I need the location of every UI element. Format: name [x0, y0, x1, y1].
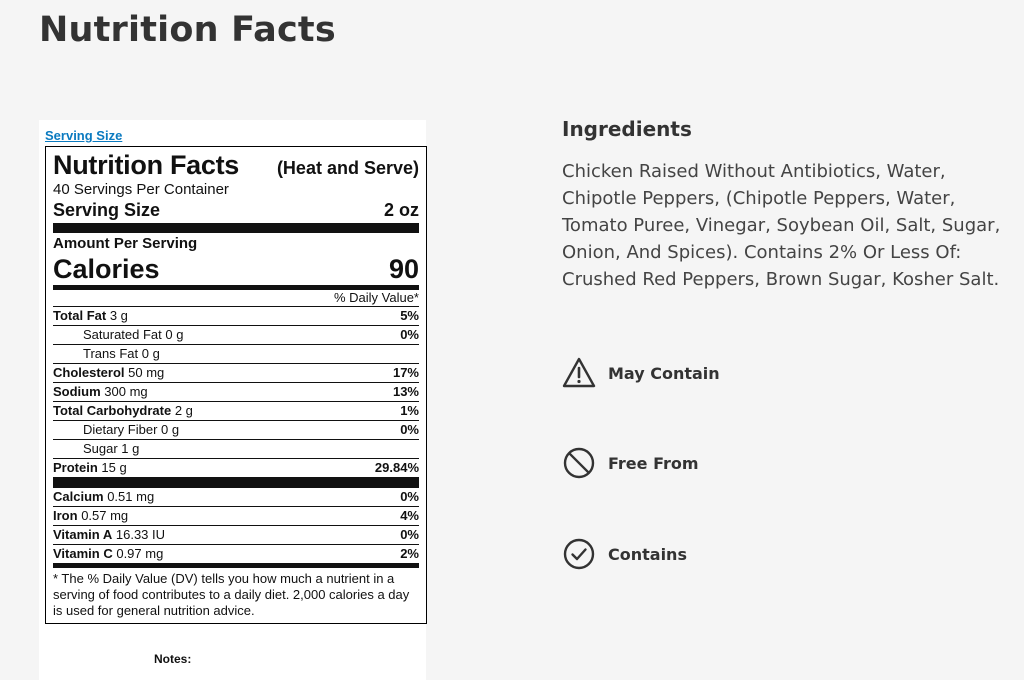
- nutrient-row-total-fat: Total Fat 3 g 5%: [53, 307, 419, 326]
- allergen-label: Contains: [608, 544, 687, 564]
- nutrient-name: Sugar 1 g: [83, 441, 140, 456]
- servings-per-container: 40 Servings Per Container: [53, 181, 229, 198]
- nutrient-amount: 15 g: [101, 460, 127, 475]
- daily-value-header: % Daily Value*: [53, 290, 419, 307]
- serving-size-link[interactable]: Serving Size: [45, 128, 123, 143]
- nutrient-amount: 0.97 mg: [116, 546, 164, 561]
- nutrient-row-vitamin-a: Vitamin A 16.33 IU 0%: [53, 526, 419, 545]
- nutrient-row-dietary-fiber: Dietary Fiber 0 g 0%: [53, 421, 419, 440]
- ingredients-title: Ingredients: [562, 117, 692, 141]
- nutrient-percent: 5%: [400, 308, 419, 323]
- nutrient-percent: 13%: [392, 384, 419, 399]
- check-circle-icon: [563, 538, 595, 570]
- nutrient-amount: 2 g: [174, 403, 193, 418]
- nutrient-percent: 2%: [400, 546, 419, 561]
- allergen-contains: Contains: [562, 537, 687, 571]
- nutrient-percent: 0%: [400, 527, 419, 542]
- nutrition-header: Nutrition Facts (Heat and Serve): [53, 149, 419, 181]
- amount-per-serving: Amount Per Serving: [53, 235, 198, 252]
- calories-value: 90: [388, 254, 419, 284]
- nutrient-percent: 0%: [400, 422, 419, 437]
- nutrient-name: Dietary Fiber 0 g: [83, 422, 180, 437]
- nutrient-row-sodium: Sodium 300 mg 13%: [53, 383, 419, 402]
- nutrient-row-sugar: Sugar 1 g: [53, 440, 419, 459]
- nutrient-amount: 300 mg: [104, 384, 148, 399]
- allergen-label: May Contain: [608, 363, 720, 383]
- nutrition-title: Nutrition Facts: [53, 150, 240, 180]
- serving-size-label: Serving Size: [53, 200, 161, 220]
- nutrient-percent: 0%: [400, 327, 419, 342]
- nutrient-name: Vitamin C: [53, 546, 113, 561]
- allergen-label: Free From: [608, 453, 699, 473]
- nutrient-percent: 1%: [400, 403, 419, 418]
- nutrient-row-protein: Protein 15 g 29.84%: [53, 459, 419, 488]
- prohibited-icon: [563, 447, 595, 479]
- nutrient-name: Vitamin A: [53, 527, 113, 542]
- serving-size-value: 2 oz: [383, 200, 419, 220]
- nutrient-percent: 17%: [392, 365, 419, 380]
- nutrient-row-saturated-fat: Saturated Fat 0 g 0%: [53, 326, 419, 345]
- nutrition-facts-panel: Nutrition Facts (Heat and Serve) 40 Serv…: [45, 146, 427, 624]
- nutrient-row-total-carbohydrate: Total Carbohydrate 2 g 1%: [53, 402, 419, 421]
- nutrient-row-iron: Iron 0.57 mg 4%: [53, 507, 419, 526]
- calories-label: Calories: [53, 254, 160, 284]
- nutrient-row-cholesterol: Cholesterol 50 mg 17%: [53, 364, 419, 383]
- nutrient-percent: 4%: [400, 508, 419, 523]
- page-title: Nutrition Facts: [39, 10, 336, 50]
- nutrient-row-trans-fat: Trans Fat 0 g: [53, 345, 419, 364]
- nutrient-amount: 0.51 mg: [107, 489, 155, 504]
- serving-size-row: Serving Size 2 oz: [53, 199, 419, 233]
- nutrient-amount: 50 mg: [128, 365, 165, 380]
- nutrient-name: Iron: [53, 508, 78, 523]
- nutrient-percent: 0%: [400, 489, 419, 504]
- nutrient-name: Total Fat: [53, 308, 107, 323]
- nutrition-label-card: Serving Size Nutrition Facts (Heat and S…: [39, 120, 427, 680]
- nutrient-name: Sodium: [53, 384, 101, 399]
- nutrient-row-calcium: Calcium 0.51 mg 0%: [53, 488, 419, 507]
- warning-triangle-icon: [562, 357, 596, 388]
- nutrient-name: Calcium: [53, 489, 104, 504]
- nutrient-percent: 29.84%: [374, 460, 419, 475]
- daily-value-footnote: * The % Daily Value (DV) tells you how m…: [53, 571, 410, 618]
- nutrient-name: Saturated Fat 0 g: [83, 327, 184, 342]
- ingredients-text: Chicken Raised Without Antibiotics, Wate…: [562, 161, 1001, 290]
- nutrient-name: Trans Fat 0 g: [83, 346, 160, 361]
- nutrition-variant: (Heat and Serve): [276, 158, 419, 178]
- nutrient-name: Cholesterol: [53, 365, 125, 380]
- calories-row: Calories 90: [53, 254, 419, 290]
- nutrient-row-vitamin-c: Vitamin C 0.97 mg 2%: [53, 545, 419, 568]
- allergen-free-from: Free From: [562, 446, 699, 480]
- nutrient-amount: 3 g: [109, 308, 128, 323]
- allergen-may-contain: May Contain: [562, 356, 720, 390]
- notes-label: Notes:: [154, 652, 192, 666]
- nutrient-amount: 0.57 mg: [81, 508, 129, 523]
- nutrient-name: Total Carbohydrate: [53, 403, 172, 418]
- nutrient-amount: 16.33 IU: [115, 527, 166, 542]
- nutrient-name: Protein: [53, 460, 98, 475]
